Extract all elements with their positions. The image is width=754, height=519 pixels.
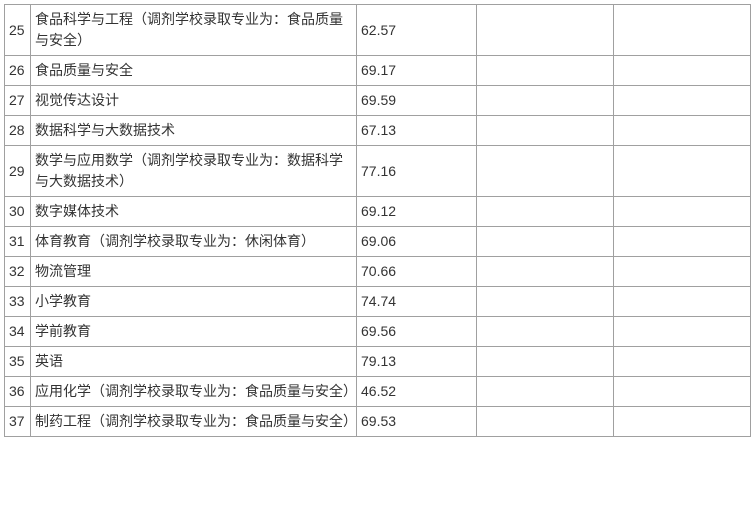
cell-no: 31 <box>5 227 31 257</box>
table-row: 28 数据科学与大数据技术 67.13 <box>5 116 751 146</box>
table-body: 25 食品科学与工程（调剂学校录取专业为：食品质量与安全） 62.57 26 食… <box>5 5 751 437</box>
cell-empty <box>477 347 614 377</box>
table-row: 35 英语 79.13 <box>5 347 751 377</box>
table-row: 34 学前教育 69.56 <box>5 317 751 347</box>
cell-empty <box>477 86 614 116</box>
cell-empty <box>477 227 614 257</box>
cell-score: 79.13 <box>357 347 477 377</box>
majors-score-table: 25 食品科学与工程（调剂学校录取专业为：食品质量与安全） 62.57 26 食… <box>4 4 751 437</box>
cell-empty <box>614 56 751 86</box>
cell-empty <box>477 377 614 407</box>
cell-no: 37 <box>5 407 31 437</box>
cell-no: 36 <box>5 377 31 407</box>
cell-empty <box>614 377 751 407</box>
cell-empty <box>614 317 751 347</box>
cell-major: 数据科学与大数据技术 <box>31 116 357 146</box>
cell-major: 学前教育 <box>31 317 357 347</box>
cell-empty <box>614 116 751 146</box>
cell-score: 69.06 <box>357 227 477 257</box>
cell-score: 62.57 <box>357 5 477 56</box>
cell-score: 69.12 <box>357 197 477 227</box>
table-row: 26 食品质量与安全 69.17 <box>5 56 751 86</box>
cell-major: 数字媒体技术 <box>31 197 357 227</box>
cell-empty <box>477 257 614 287</box>
table-row: 37 制药工程（调剂学校录取专业为：食品质量与安全） 69.53 <box>5 407 751 437</box>
cell-no: 33 <box>5 287 31 317</box>
cell-no: 26 <box>5 56 31 86</box>
cell-major: 数学与应用数学（调剂学校录取专业为：数据科学与大数据技术） <box>31 146 357 197</box>
cell-major: 小学教育 <box>31 287 357 317</box>
cell-empty <box>614 5 751 56</box>
cell-major: 应用化学（调剂学校录取专业为：食品质量与安全） <box>31 377 357 407</box>
cell-empty <box>614 257 751 287</box>
cell-empty <box>477 317 614 347</box>
cell-no: 32 <box>5 257 31 287</box>
table-row: 33 小学教育 74.74 <box>5 287 751 317</box>
cell-empty <box>477 146 614 197</box>
cell-score: 69.53 <box>357 407 477 437</box>
cell-score: 46.52 <box>357 377 477 407</box>
cell-score: 74.74 <box>357 287 477 317</box>
table-row: 36 应用化学（调剂学校录取专业为：食品质量与安全） 46.52 <box>5 377 751 407</box>
cell-empty <box>614 146 751 197</box>
table-row: 27 视觉传达设计 69.59 <box>5 86 751 116</box>
cell-empty <box>614 287 751 317</box>
table-row: 25 食品科学与工程（调剂学校录取专业为：食品质量与安全） 62.57 <box>5 5 751 56</box>
table-row: 29 数学与应用数学（调剂学校录取专业为：数据科学与大数据技术） 77.16 <box>5 146 751 197</box>
cell-empty <box>477 116 614 146</box>
cell-no: 29 <box>5 146 31 197</box>
cell-score: 69.17 <box>357 56 477 86</box>
cell-empty <box>614 347 751 377</box>
cell-empty <box>614 227 751 257</box>
cell-empty <box>477 197 614 227</box>
cell-empty <box>477 5 614 56</box>
cell-major: 食品科学与工程（调剂学校录取专业为：食品质量与安全） <box>31 5 357 56</box>
cell-no: 34 <box>5 317 31 347</box>
cell-empty <box>477 407 614 437</box>
table-row: 32 物流管理 70.66 <box>5 257 751 287</box>
cell-no: 35 <box>5 347 31 377</box>
cell-empty <box>614 407 751 437</box>
cell-empty <box>477 287 614 317</box>
cell-score: 77.16 <box>357 146 477 197</box>
cell-major: 英语 <box>31 347 357 377</box>
cell-no: 25 <box>5 5 31 56</box>
cell-score: 69.56 <box>357 317 477 347</box>
cell-empty <box>477 56 614 86</box>
cell-no: 30 <box>5 197 31 227</box>
cell-major: 体育教育（调剂学校录取专业为：休闲体育） <box>31 227 357 257</box>
cell-major: 视觉传达设计 <box>31 86 357 116</box>
cell-no: 28 <box>5 116 31 146</box>
cell-empty <box>614 86 751 116</box>
cell-score: 67.13 <box>357 116 477 146</box>
cell-empty <box>614 197 751 227</box>
cell-major: 物流管理 <box>31 257 357 287</box>
cell-no: 27 <box>5 86 31 116</box>
table-row: 31 体育教育（调剂学校录取专业为：休闲体育） 69.06 <box>5 227 751 257</box>
cell-score: 70.66 <box>357 257 477 287</box>
cell-major: 制药工程（调剂学校录取专业为：食品质量与安全） <box>31 407 357 437</box>
table-row: 30 数字媒体技术 69.12 <box>5 197 751 227</box>
cell-major: 食品质量与安全 <box>31 56 357 86</box>
cell-score: 69.59 <box>357 86 477 116</box>
